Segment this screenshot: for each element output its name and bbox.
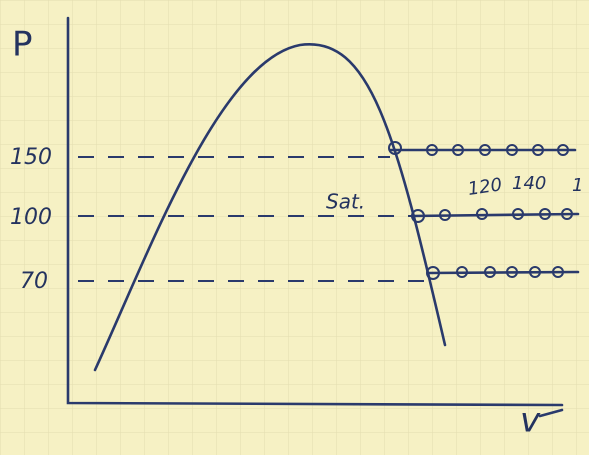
temperature-label: 1 xyxy=(572,175,583,196)
pressure-label: 70 xyxy=(20,269,48,294)
paper xyxy=(0,0,589,455)
x-axis-label: v xyxy=(520,401,541,441)
isobar-superheated xyxy=(428,272,578,273)
pressure-label: 100 xyxy=(10,205,52,230)
diagram: P v 150 100 70 Sat. 120 140 1 xyxy=(0,0,589,455)
temperature-label: 140 xyxy=(512,173,546,194)
sat-label: Sat. xyxy=(326,190,365,214)
y-axis-label: P xyxy=(12,25,33,65)
pressure-label: 150 xyxy=(10,145,52,170)
